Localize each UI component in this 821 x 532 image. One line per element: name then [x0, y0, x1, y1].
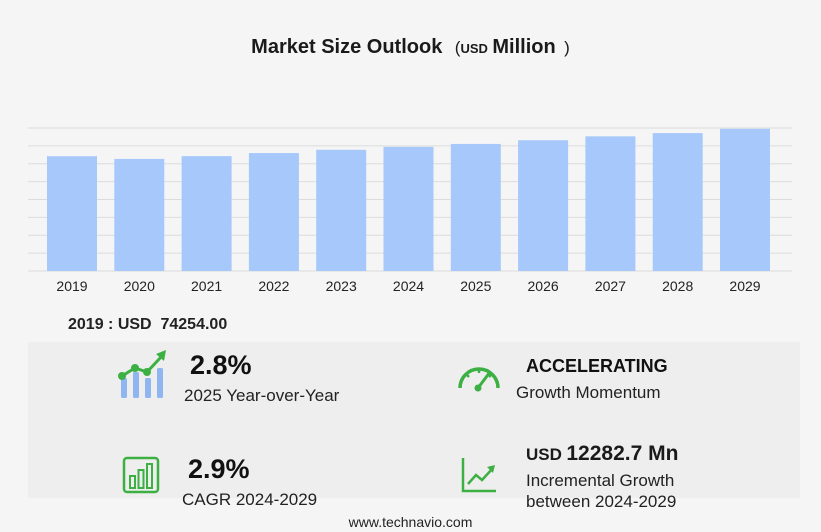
- title-paren-open: (: [454, 38, 461, 57]
- incr-label-1: Incremental Growth: [526, 471, 675, 490]
- cagr-stat: 2.9% CAGR 2024-2029: [182, 454, 317, 510]
- x-tick-2023: 2023: [326, 278, 357, 294]
- bar-2021: [181, 156, 232, 271]
- bar-chart-icon: [122, 456, 160, 494]
- base-year: 2019: [68, 316, 104, 333]
- bar-2025: [450, 143, 501, 271]
- cagr-value: 2.9%: [188, 454, 250, 484]
- stats-panel: 2.8% 2025 Year-over-Year ACCELERATING Gr…: [28, 342, 800, 511]
- incr-value: 12282.7 Mn: [566, 442, 679, 465]
- title-unit-word: Million: [492, 36, 556, 58]
- x-tick-2028: 2028: [662, 278, 693, 294]
- x-tick-2026: 2026: [528, 278, 559, 294]
- title-paren-close: ): [564, 38, 570, 57]
- title-unit: USD: [460, 41, 488, 56]
- base-year-value: 2019 : USD 74254.00: [68, 316, 227, 334]
- bar-2027: [585, 136, 636, 271]
- x-tick-2022: 2022: [258, 278, 289, 294]
- yoy-stat: 2.8% 2025 Year-over-Year: [184, 350, 339, 406]
- growth-chart-icon: [118, 350, 166, 398]
- x-tick-2029: 2029: [729, 278, 760, 294]
- footer-url: www.technavio.com: [348, 514, 473, 530]
- base-currency: USD: [117, 316, 152, 333]
- chart-title-text: Market Size Outlook: [251, 36, 443, 58]
- momentum-label: Growth Momentum: [516, 383, 661, 402]
- incr-currency: USD: [526, 445, 562, 464]
- base-amount: 74254.00: [160, 316, 228, 333]
- chart-title: Market Size Outlook (USD Million ): [0, 36, 821, 59]
- x-tick-labels: 2019 2020 2021 2022 2023 2024 2025 2026 2027 2028…: [56, 278, 760, 294]
- momentum-stat: ACCELERATING Growth Momentum: [516, 356, 668, 403]
- bar-2029: [720, 128, 770, 271]
- bar-2022: [248, 153, 299, 271]
- incremental-stat: USD 12282.7 Mn Incremental Growth betwee…: [526, 442, 678, 513]
- x-tick-2024: 2024: [393, 278, 424, 294]
- bar-2020: [114, 158, 165, 271]
- trend-up-icon: [461, 458, 496, 493]
- x-tick-2027: 2027: [595, 278, 626, 294]
- base-sep: :: [103, 316, 118, 333]
- incr-label-2: between 2024-2029: [526, 492, 677, 512]
- x-tick-2019: 2019: [56, 278, 87, 294]
- speedometer-icon: [458, 367, 500, 392]
- bar-2028: [652, 133, 703, 271]
- yoy-value: 2.8%: [190, 350, 252, 380]
- chart-bars: [47, 128, 770, 271]
- bar-2024: [383, 146, 434, 271]
- bar-2019: [47, 156, 97, 271]
- bar-chart: 2019 2020 2021 2022 2023 2024 2025 2026 2027 2028…: [28, 127, 792, 294]
- x-tick-2020: 2020: [124, 278, 155, 294]
- bar-2023: [316, 149, 367, 271]
- yoy-label: 2025 Year-over-Year: [184, 386, 340, 405]
- x-tick-2025: 2025: [460, 278, 491, 294]
- momentum-value: ACCELERATING: [526, 356, 668, 376]
- x-tick-2021: 2021: [191, 278, 222, 294]
- cagr-label: CAGR 2024-2029: [182, 490, 318, 509]
- bar-2026: [518, 140, 569, 271]
